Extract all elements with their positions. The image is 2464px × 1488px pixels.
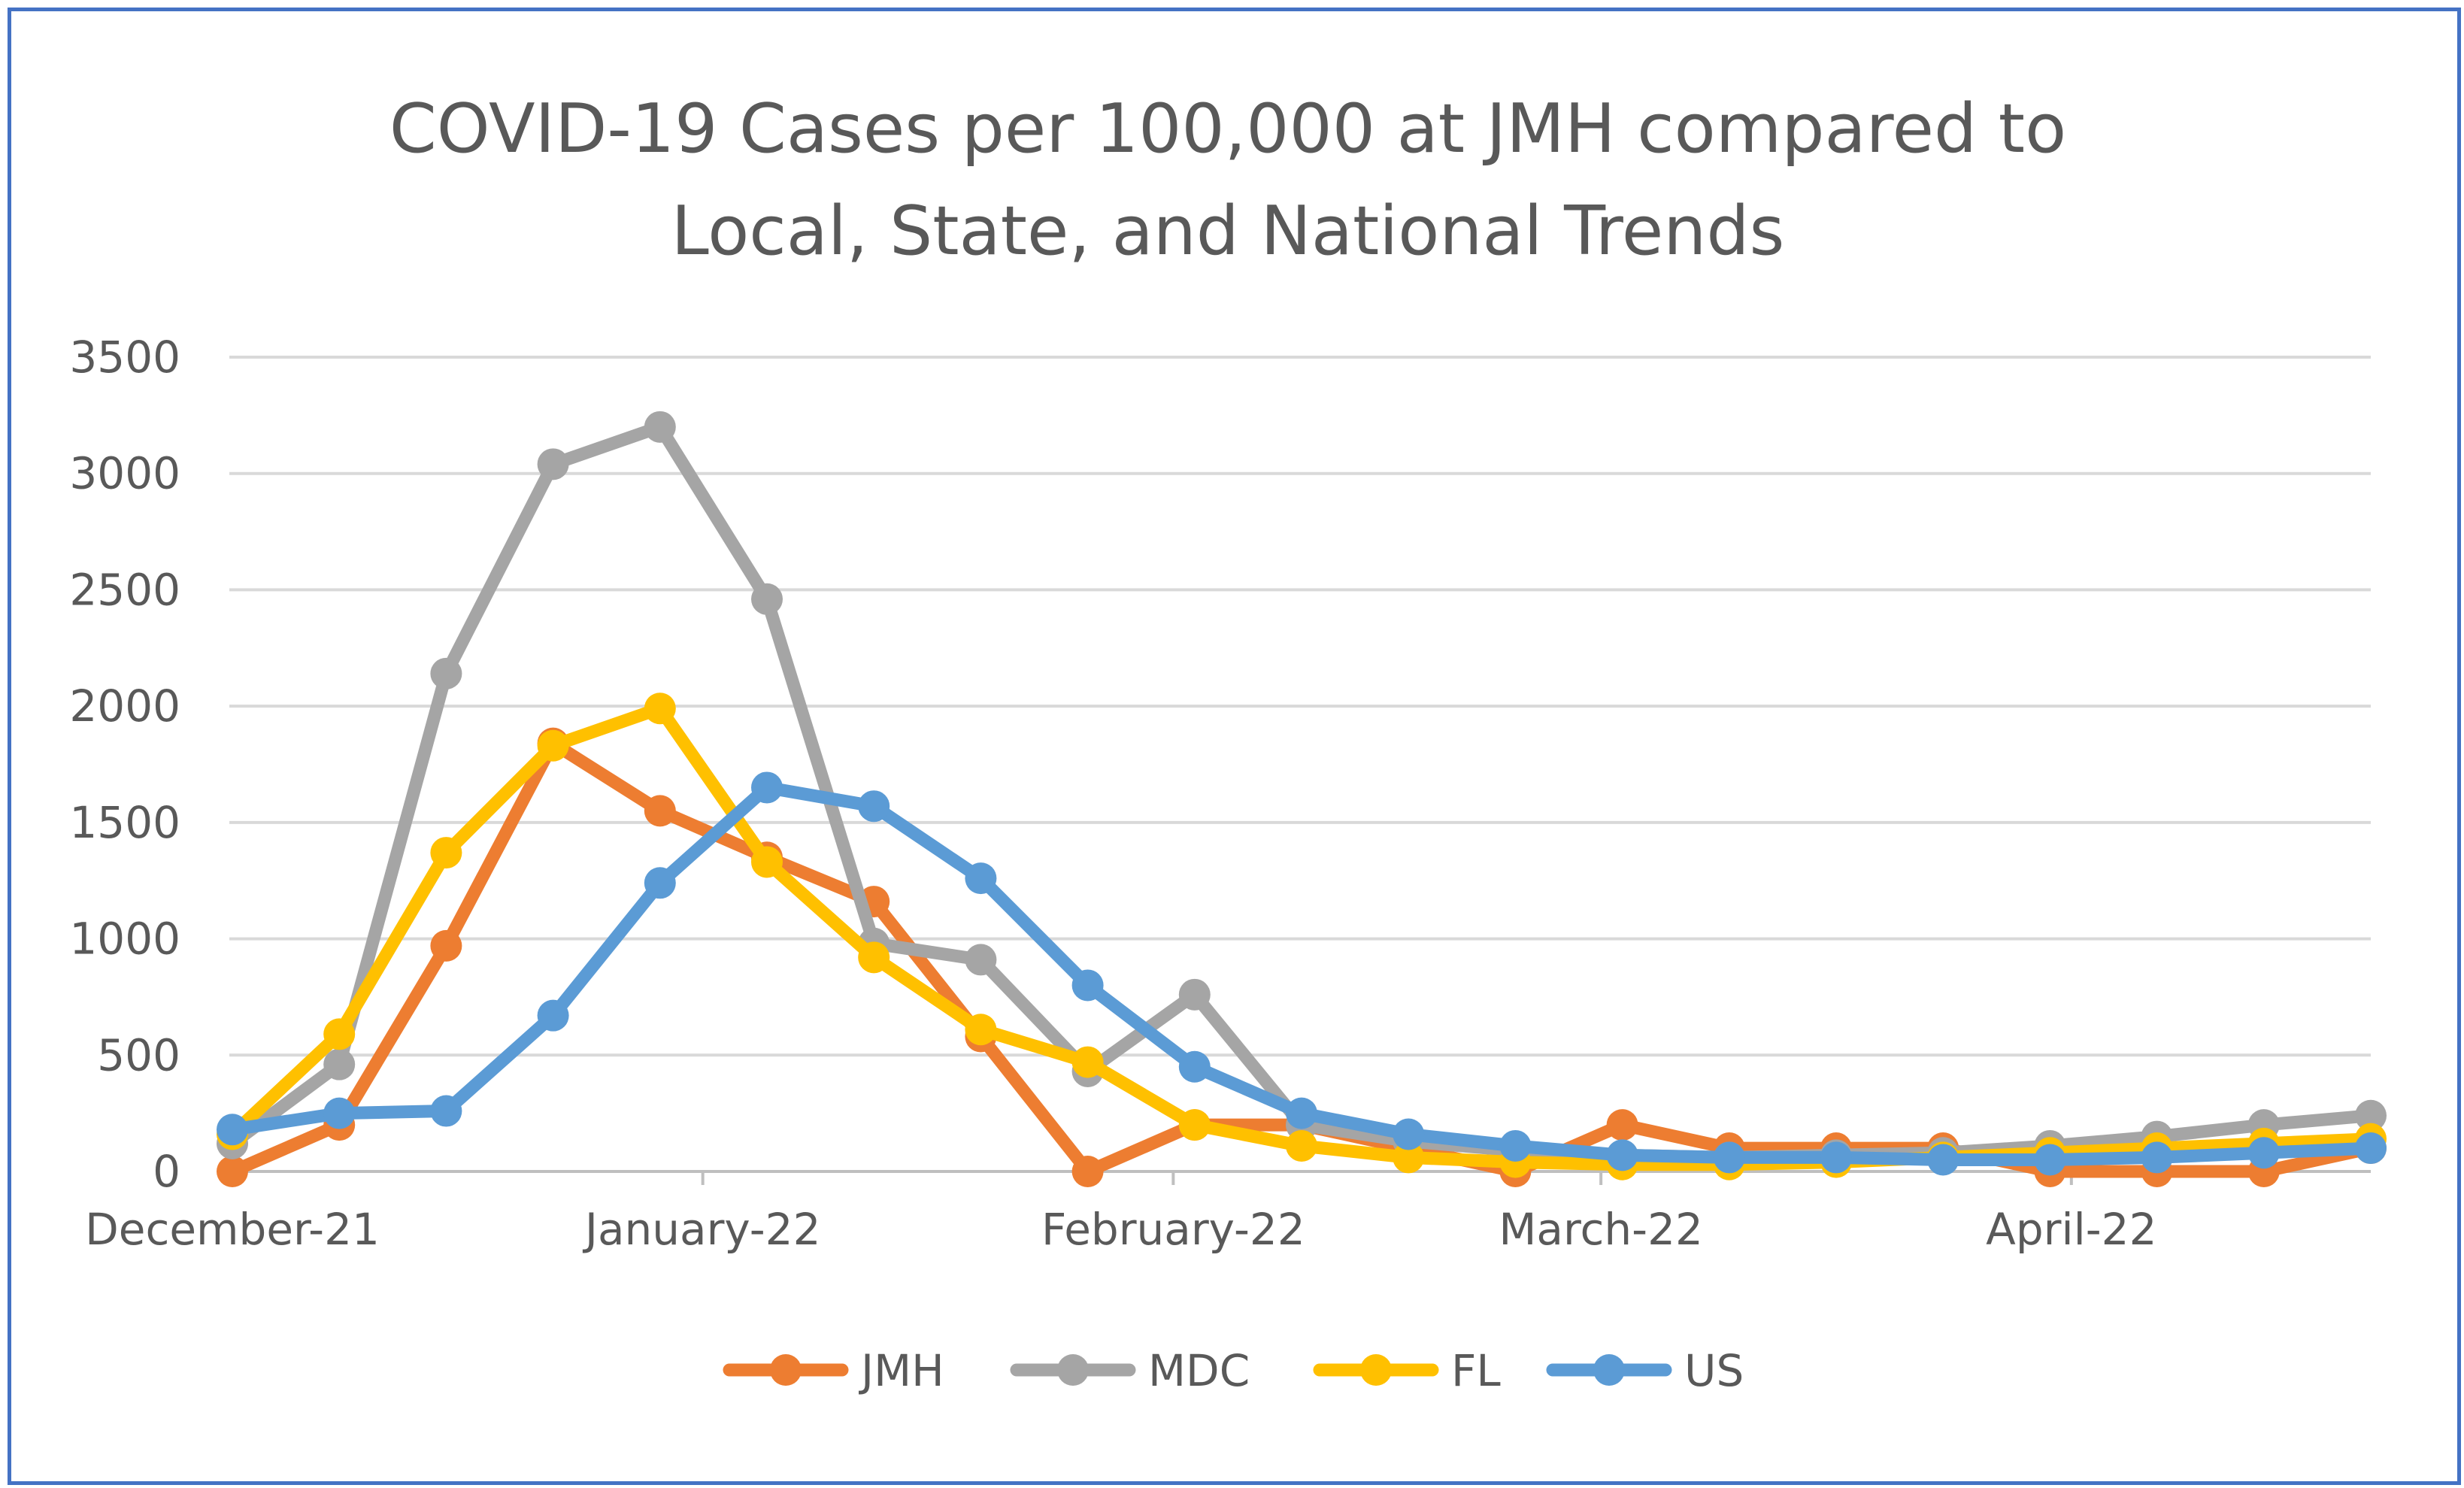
data-point-mdc bbox=[430, 657, 462, 689]
data-point-us bbox=[217, 1114, 248, 1146]
data-point-jmh bbox=[430, 929, 462, 962]
chart-frame: COVID-19 Cases per 100,000 at JMH compar… bbox=[8, 8, 2461, 1485]
y-axis-tick-labels: 0 500 1000 1500 2000 2500 3000 3500 bbox=[69, 332, 180, 1197]
x-tick-label: April-22 bbox=[1986, 1204, 2156, 1255]
data-point-us bbox=[1178, 1050, 1211, 1083]
legend-swatch-marker bbox=[1360, 1354, 1392, 1386]
y-tick-label: 3500 bbox=[69, 332, 180, 383]
data-point-jmh bbox=[1071, 1156, 1104, 1187]
data-point-us bbox=[323, 1097, 356, 1129]
legend-label: FL bbox=[1451, 1345, 1501, 1396]
y-tick-label: 500 bbox=[97, 1029, 180, 1080]
data-point-us bbox=[751, 771, 783, 804]
data-point-us bbox=[965, 862, 997, 895]
data-point-us bbox=[644, 867, 676, 899]
legend-swatch-marker bbox=[1057, 1354, 1089, 1386]
data-point-mdc bbox=[965, 944, 997, 976]
y-tick-label: 1500 bbox=[69, 797, 180, 848]
data-point-fl bbox=[1071, 1046, 1104, 1078]
legend-swatch-marker bbox=[1593, 1354, 1625, 1386]
x-tick-label: December-21 bbox=[85, 1204, 380, 1255]
data-point-us bbox=[2034, 1144, 2066, 1176]
data-point-mdc bbox=[323, 1048, 356, 1080]
y-tick-label: 3000 bbox=[69, 448, 180, 499]
data-point-fl bbox=[323, 1018, 356, 1050]
line-chart: COVID-19 Cases per 100,000 at JMH compar… bbox=[69, 89, 2387, 1396]
legend-item-fl: FL bbox=[1313, 1345, 1501, 1396]
y-tick-label: 0 bbox=[153, 1146, 180, 1197]
legend-label: JMH bbox=[859, 1345, 944, 1396]
data-point-jmh bbox=[644, 795, 676, 827]
x-axis-tick-labels: December-21 January-22 February-22 March-22… bbox=[85, 1204, 2156, 1255]
legend-swatch-marker bbox=[770, 1354, 802, 1386]
legend-item-jmh: JMH bbox=[723, 1345, 944, 1396]
data-point-fl bbox=[858, 941, 890, 974]
series-line-fl bbox=[226, 702, 2378, 1171]
x-tick-label: March-22 bbox=[1499, 1204, 1703, 1255]
data-point-us bbox=[2247, 1137, 2280, 1169]
data-point-mdc bbox=[537, 448, 569, 480]
data-point-jmh bbox=[1606, 1109, 1638, 1141]
series-us bbox=[217, 771, 2387, 1176]
series-line-mdc bbox=[226, 420, 2378, 1164]
data-point-mdc bbox=[644, 411, 676, 443]
chart-title-line-1: COVID-19 Cases per 100,000 at JMH compar… bbox=[389, 89, 2066, 168]
legend-label: US bbox=[1684, 1345, 1744, 1396]
data-point-fl bbox=[965, 1014, 997, 1046]
data-point-fl bbox=[537, 729, 569, 762]
x-tick-label: February-22 bbox=[1041, 1204, 1305, 1255]
data-point-fl bbox=[1178, 1109, 1211, 1141]
data-point-us bbox=[2141, 1141, 2173, 1174]
gridlines bbox=[229, 356, 2371, 1057]
data-point-us bbox=[1393, 1118, 1425, 1150]
chart-title-line-2: Local, State, and National Trends bbox=[671, 192, 1785, 271]
data-point-fl bbox=[430, 837, 462, 869]
data-point-us bbox=[858, 790, 890, 823]
legend: JMH MDC FL US bbox=[723, 1345, 1744, 1396]
data-point-jmh bbox=[217, 1156, 248, 1187]
data-point-us bbox=[430, 1095, 462, 1127]
legend-item-us: US bbox=[1546, 1345, 1744, 1396]
data-point-fl bbox=[751, 846, 783, 878]
legend-label: MDC bbox=[1148, 1345, 1250, 1396]
data-point-fl bbox=[1393, 1141, 1425, 1174]
data-point-us bbox=[1713, 1141, 1745, 1174]
legend-item-mdc: MDC bbox=[1010, 1345, 1250, 1396]
data-point-us bbox=[1286, 1097, 1317, 1129]
data-point-mdc bbox=[2355, 1099, 2387, 1132]
data-point-us bbox=[537, 999, 569, 1032]
data-point-us bbox=[1499, 1129, 1532, 1162]
y-tick-label: 1000 bbox=[69, 914, 180, 965]
data-point-us bbox=[1606, 1139, 1638, 1171]
data-point-us bbox=[1820, 1141, 1852, 1174]
data-point-fl bbox=[1286, 1129, 1317, 1162]
series-mdc bbox=[217, 411, 2387, 1174]
data-point-mdc bbox=[1178, 978, 1211, 1011]
data-point-us bbox=[2355, 1132, 2387, 1165]
y-tick-label: 2000 bbox=[69, 680, 180, 732]
data-point-us bbox=[1927, 1144, 1959, 1176]
data-point-fl bbox=[644, 692, 676, 725]
data-point-mdc bbox=[751, 583, 783, 615]
x-tick-label: January-22 bbox=[583, 1204, 821, 1255]
y-tick-label: 2500 bbox=[69, 564, 180, 615]
series-lines bbox=[217, 411, 2387, 1187]
data-point-us bbox=[1071, 969, 1104, 1002]
